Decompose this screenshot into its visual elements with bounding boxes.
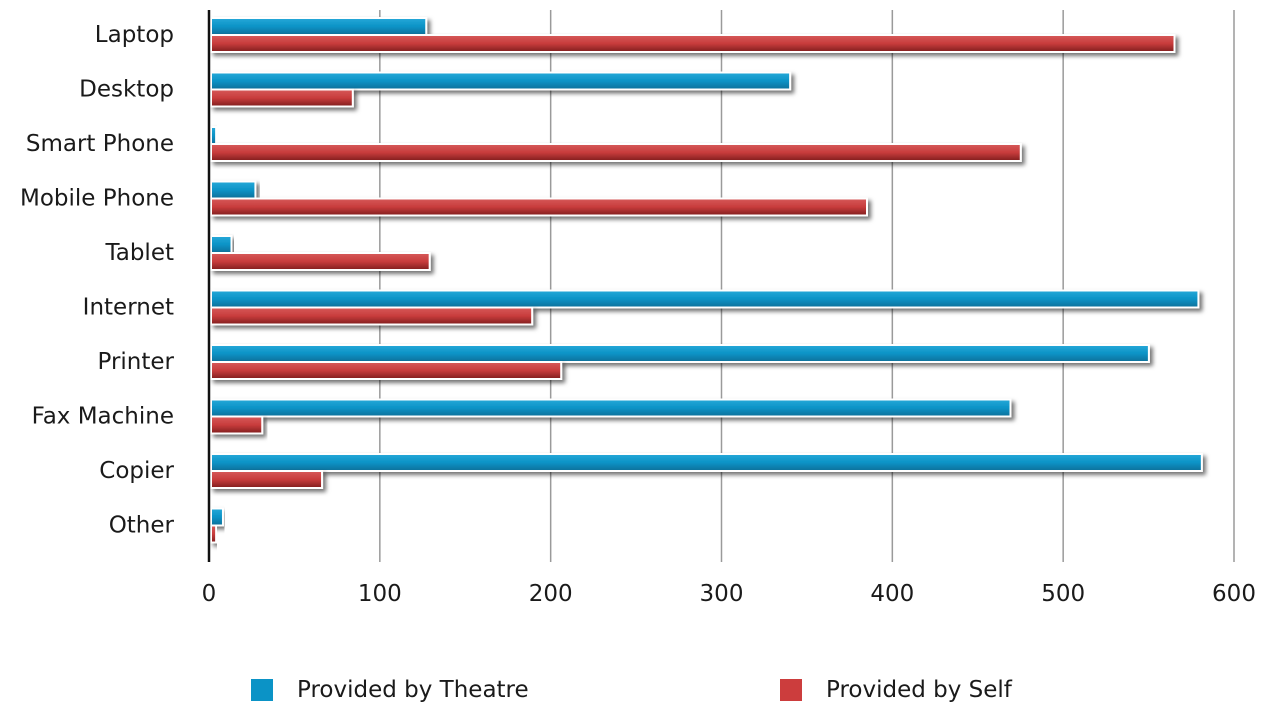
- x-tick-label: 100: [358, 581, 402, 607]
- bar-self-fax-machine: [210, 415, 264, 435]
- x-tick-label: 500: [1041, 581, 1085, 607]
- bar-theatre-laptop: [210, 17, 428, 36]
- bar-self-internet: [210, 306, 534, 326]
- bar-self-tablet: [210, 252, 431, 271]
- legend-item-self: Provided by Self: [780, 672, 1012, 708]
- category-label: Internet: [83, 295, 174, 321]
- bar-theatre-smart-phone: [210, 126, 218, 145]
- bar-theatre-other: [210, 507, 224, 527]
- bar-self-smart-phone: [210, 143, 1022, 162]
- x-tick-label: 300: [700, 581, 744, 607]
- x-tick-label: 200: [529, 581, 573, 607]
- gridlines: [379, 10, 1235, 562]
- category-label: Other: [109, 513, 175, 539]
- category-label: Copier: [99, 458, 174, 484]
- legend-swatch-self: [780, 679, 802, 701]
- category-labels: Laptop Desktop Smart Phone Mobile Phone Tabl…: [20, 22, 175, 539]
- bar-theatre-mobile-phone: [210, 180, 257, 200]
- category-label: Printer: [97, 349, 174, 375]
- bar-self-laptop: [210, 34, 1176, 53]
- category-label: Mobile Phone: [20, 186, 174, 212]
- bar-theatre-copier: [210, 453, 1203, 472]
- x-tick-label: 0: [202, 581, 217, 607]
- legend-label-self: Provided by Self: [826, 677, 1012, 703]
- bar-theatre-tablet: [210, 235, 233, 254]
- bar-theatre-fax-machine: [210, 398, 1012, 418]
- category-label: Fax Machine: [32, 404, 174, 430]
- bar-self-desktop: [210, 88, 354, 108]
- category-label: Tablet: [105, 240, 175, 266]
- bar-self-other: [210, 524, 218, 544]
- x-tick-label: 600: [1212, 581, 1256, 607]
- legend: Provided by Theatre Provided by Self: [0, 672, 1267, 708]
- bar-self-printer: [210, 361, 563, 380]
- category-label: Desktop: [79, 77, 174, 103]
- bar-self-mobile-phone: [210, 197, 868, 217]
- bars: [210, 17, 1203, 544]
- x-tick-label: 400: [870, 581, 914, 607]
- legend-item-theatre: Provided by Theatre: [251, 672, 529, 708]
- bar-self-copier: [210, 470, 324, 489]
- x-tick-labels: 0 100 200 300 400 500 600: [202, 581, 1256, 607]
- legend-label-theatre: Provided by Theatre: [297, 677, 529, 703]
- bar-theatre-printer: [210, 344, 1150, 363]
- category-label: Laptop: [95, 22, 174, 48]
- category-label: Smart Phone: [26, 131, 174, 157]
- legend-swatch-theatre: [251, 679, 273, 701]
- bar-theatre-internet: [210, 289, 1200, 309]
- bar-theatre-desktop: [210, 71, 792, 91]
